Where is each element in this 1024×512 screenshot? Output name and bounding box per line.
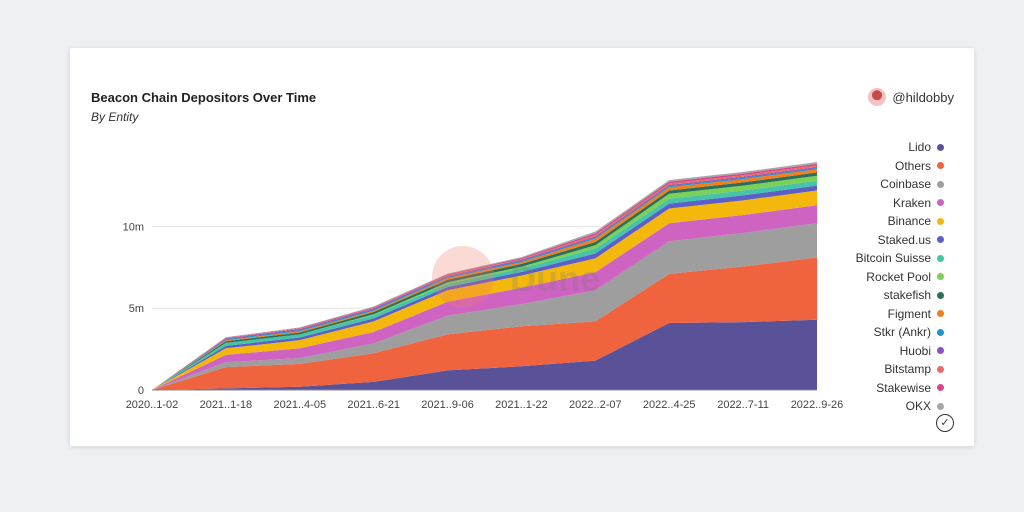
x-tick-label: 2021..4-05: [273, 399, 326, 411]
legend-swatch: [937, 402, 944, 410]
x-tick-label: 2021..6-21: [347, 399, 400, 411]
avatar: [868, 88, 887, 106]
area-lido: [152, 319, 817, 390]
legend-item[interactable]: stakefish: [804, 286, 944, 305]
checkmark-icon[interactable]: ✓: [936, 414, 954, 432]
legend-item[interactable]: Rocket Pool: [804, 268, 944, 287]
author-link[interactable]: @hildobby: [868, 88, 954, 106]
legend-swatch: [937, 365, 944, 373]
x-tick-label: 2021..9-06: [421, 399, 474, 411]
legend-swatch: [937, 347, 944, 355]
legend-label: Coinbase: [880, 177, 931, 192]
legend-label: Bitcoin Suisse: [855, 251, 931, 266]
legend-label: Stakewise: [876, 380, 931, 395]
legend-item[interactable]: OKX: [804, 397, 944, 416]
legend-label: Huobi: [899, 343, 931, 358]
x-tick-label: 2022..9-26: [791, 399, 844, 411]
legend-label: Figment: [887, 306, 931, 321]
legend-item[interactable]: Figment: [804, 305, 944, 324]
legend-item[interactable]: Others: [804, 157, 944, 176]
legend-label: Binance: [887, 214, 931, 229]
legend-swatch: [937, 236, 944, 244]
area-others: [152, 257, 817, 390]
legend-label: Others: [894, 158, 931, 173]
legend-item[interactable]: Kraken: [804, 194, 944, 213]
x-tick-label: 2022..7-11: [717, 399, 769, 411]
author-handle: @hildobby: [892, 89, 954, 105]
legend-item[interactable]: Bitstamp: [804, 360, 944, 379]
dune-logo-icon: [432, 246, 494, 308]
legend-item[interactable]: Stakewise: [804, 379, 944, 398]
legend-swatch: [937, 273, 944, 281]
chart-card: Beacon Chain Depositors Over Time By Ent…: [70, 48, 974, 446]
legend-swatch: [937, 384, 944, 392]
legend-label: Staked.us: [877, 232, 931, 247]
legend-swatch: [937, 180, 944, 188]
legend-label: Bitstamp: [884, 362, 931, 377]
y-tick-label: 5m: [129, 303, 144, 315]
y-tick-label: 0: [138, 385, 144, 397]
legend-label: Lido: [908, 140, 931, 155]
legend-item[interactable]: Binance: [804, 212, 944, 231]
legend-item[interactable]: Lido: [804, 138, 944, 157]
stacked-area-chart: 0 5m 10m 2020..1-02 2021..1-18 2021..4-05 2021…: [123, 162, 844, 411]
legend-swatch: [937, 291, 944, 299]
x-tick-label: 2021..1-22: [495, 399, 548, 411]
legend-label: OKX: [905, 399, 931, 414]
legend-label: Rocket Pool: [866, 269, 931, 284]
area-binance: [152, 190, 817, 390]
legend-label: Kraken: [892, 195, 931, 210]
legend-swatch: [937, 217, 944, 225]
legend-label: stakefish: [883, 288, 931, 303]
legend-item[interactable]: Stkr (Ankr): [804, 323, 944, 342]
dune-watermark: Dune: [510, 258, 600, 299]
legend-swatch: [937, 254, 944, 262]
y-tick-label: 10m: [123, 221, 144, 233]
legend: Lido Others Coinbase Kraken Binance Staked.us…: [804, 138, 944, 420]
legend-swatch: [937, 162, 944, 170]
x-tick-label: 2022..4-25: [643, 399, 696, 411]
area-kraken: [152, 205, 817, 390]
legend-swatch: [937, 328, 944, 336]
x-tick-label: 2021..1-18: [200, 399, 253, 411]
x-tick-label: 2022..2-07: [569, 399, 622, 411]
legend-item[interactable]: Staked.us: [804, 231, 944, 250]
x-tick-label: 2020..1-02: [126, 399, 179, 411]
legend-item[interactable]: Coinbase: [804, 175, 944, 194]
legend-item[interactable]: Bitcoin Suisse: [804, 249, 944, 268]
area-coinbase: [152, 223, 817, 390]
legend-item[interactable]: Huobi: [804, 342, 944, 361]
chart-title: Beacon Chain Depositors Over Time: [91, 90, 317, 105]
chart-subtitle: By Entity: [91, 110, 139, 124]
legend-swatch: [937, 143, 944, 151]
legend-label: Stkr (Ankr): [873, 325, 931, 340]
legend-swatch: [937, 199, 944, 207]
legend-swatch: [937, 310, 944, 318]
